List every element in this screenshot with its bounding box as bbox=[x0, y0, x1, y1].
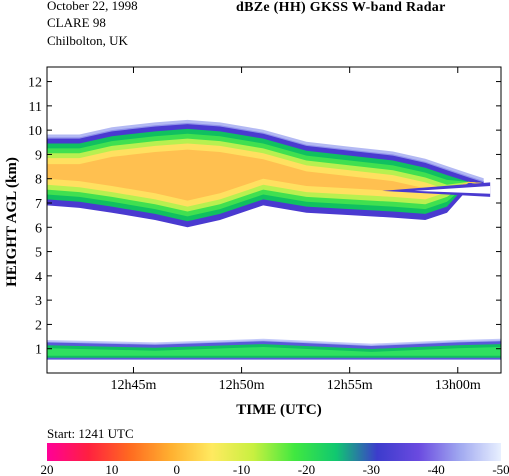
chart-title: dBZe (HH) GKSS W-band Radar bbox=[236, 0, 446, 15]
y-tick-label: 12 bbox=[28, 76, 42, 91]
y-tick-label: 5 bbox=[35, 246, 42, 261]
colorbar-label: -30 bbox=[363, 462, 380, 476]
colorbar-labels: 20 10 0 -10 -20 -30 -40 -50 bbox=[41, 462, 509, 476]
colorbar-label: 20 bbox=[41, 462, 54, 476]
colorbar-label: -50 bbox=[492, 462, 509, 476]
y-tick-label: 8 bbox=[35, 173, 42, 188]
start-time-label: Start: 1241 UTC bbox=[47, 426, 134, 441]
x-axis-label: TIME (UTC) bbox=[236, 402, 321, 418]
x-tick-label: 13h00m bbox=[435, 378, 481, 393]
lower-layer-fringe bbox=[47, 338, 501, 346]
y-axis-label: HEIGHT AGL (km) bbox=[4, 157, 20, 287]
lower-layer-lightgreen bbox=[47, 347, 501, 356]
colorbar-label: -20 bbox=[298, 462, 315, 476]
upper-layer-notch bbox=[414, 186, 491, 194]
x-axis: 12h45m 12h50m 12h55m 13h00m bbox=[111, 67, 481, 393]
echo-layers bbox=[47, 119, 501, 360]
x-tick-label: 12h50m bbox=[219, 378, 265, 393]
colorbar-label: 0 bbox=[173, 462, 180, 476]
colorbar bbox=[47, 443, 501, 461]
y-tick-label: 2 bbox=[35, 318, 42, 333]
y-tick-label: 4 bbox=[35, 270, 42, 285]
y-tick-label: 6 bbox=[35, 221, 42, 236]
upper-layer-orange bbox=[47, 149, 484, 201]
x-tick-label: 12h45m bbox=[111, 378, 157, 393]
upper-layer-fringe bbox=[47, 119, 484, 183]
y-tick-label: 9 bbox=[35, 148, 42, 163]
location-label: Chilbolton, UK bbox=[47, 33, 128, 48]
colorbar-label: 10 bbox=[105, 462, 118, 476]
date-label: October 22, 1998 bbox=[47, 0, 138, 13]
y-tick-label: 1 bbox=[35, 343, 42, 358]
colorbar-label: -10 bbox=[233, 462, 250, 476]
plot-frame bbox=[46, 66, 502, 374]
y-tick-label: 3 bbox=[35, 294, 42, 309]
colorbar-label: -40 bbox=[427, 462, 444, 476]
y-tick-label: 10 bbox=[28, 124, 42, 139]
y-tick-label: 11 bbox=[29, 100, 42, 115]
x-tick-label: 12h55m bbox=[327, 378, 373, 393]
campaign-label: CLARE 98 bbox=[47, 15, 106, 30]
y-tick-label: 7 bbox=[35, 197, 42, 212]
